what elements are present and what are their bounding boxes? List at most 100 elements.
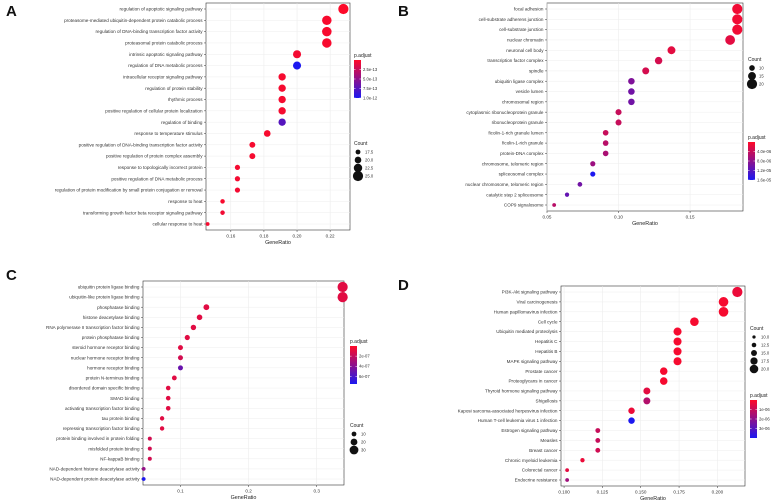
panel-label: D xyxy=(398,277,409,294)
size-legend-dot xyxy=(353,163,363,173)
data-point xyxy=(205,222,210,226)
size-legend-label: 17.5 xyxy=(761,359,770,364)
data-point xyxy=(732,24,743,35)
x-tick-label: 0.2 xyxy=(245,489,252,494)
plot-area xyxy=(560,285,746,487)
y-tick-label: ubiquitin protein ligase binding xyxy=(78,285,140,290)
y-tick-label: regulation of protein modification by sm… xyxy=(55,188,203,193)
y-tick-label: Viral carcinogenesis xyxy=(516,299,558,304)
data-point xyxy=(659,377,668,385)
data-point xyxy=(147,436,152,441)
color-legend-label: 1.6e-05 xyxy=(757,177,772,182)
data-point xyxy=(673,337,682,346)
data-point xyxy=(628,98,635,106)
y-tick-label: Endocrine resistance xyxy=(515,478,558,483)
x-axis-title: GeneRatio xyxy=(265,240,291,246)
data-point xyxy=(628,77,635,85)
data-point xyxy=(184,334,190,341)
data-point xyxy=(234,176,241,182)
color-legend-label: 1e-06 xyxy=(759,407,770,412)
data-point xyxy=(165,385,171,391)
size-legend-label: 30 xyxy=(361,448,366,453)
x-tick-label: 0.20 xyxy=(293,234,302,239)
size-legend-dot xyxy=(749,364,759,374)
data-point xyxy=(141,477,146,481)
data-point xyxy=(147,446,152,451)
data-point xyxy=(159,426,165,431)
data-point xyxy=(278,107,286,115)
y-tick-label: proteasomal protein catabolic process xyxy=(125,41,203,46)
size-legend-label: 10.0 xyxy=(761,335,770,340)
data-point xyxy=(673,327,682,336)
y-tick-label: rhythmic process xyxy=(168,97,203,102)
color-legend-label: 4.0e-06 xyxy=(757,149,772,154)
data-point xyxy=(725,35,735,45)
y-tick-label: positive regulation of DNA-binding trans… xyxy=(79,142,204,147)
x-tick-label: 0.18 xyxy=(259,234,268,239)
size-legend: Count 10.0 12.5 15.0 17.5 20.0 xyxy=(749,326,770,374)
y-tick-label: histone deacetylase binding xyxy=(83,315,140,320)
color-legend-title: p.adjust xyxy=(748,135,766,141)
y-tick-label: Hepatitis C xyxy=(535,339,558,344)
size-legend-title: Count xyxy=(354,141,368,147)
data-point xyxy=(718,297,729,307)
y-tick-label: NAD-dependent protein deacetylase activi… xyxy=(50,477,140,482)
data-point xyxy=(278,118,286,126)
y-tick-label: ubiquitin-like protein ligase binding xyxy=(69,295,140,300)
y-tick-label: Human papillomavirus infection xyxy=(494,309,558,314)
data-point xyxy=(249,141,256,148)
color-legend-label: 2e-07 xyxy=(359,354,370,359)
data-point xyxy=(564,192,570,197)
x-tick-label: 0.15 xyxy=(686,215,695,220)
data-point xyxy=(278,95,286,104)
y-tick-label: regulation of apoptotic signaling pathwa… xyxy=(120,7,204,12)
y-tick-label: Kaposi sarcoma-associated herpesvirus in… xyxy=(458,408,558,413)
data-point xyxy=(337,292,348,303)
y-tick-label: intracellular receptor signaling pathway xyxy=(123,74,203,79)
size-legend-label: 22.5 xyxy=(365,166,374,171)
y-tick-label: regulation of binding xyxy=(161,120,203,125)
data-point xyxy=(654,56,663,65)
x-tick-label: 0.16 xyxy=(226,234,235,239)
y-tick-label: nuclear chromatin xyxy=(507,38,544,43)
data-point xyxy=(249,153,256,160)
size-legend: Count 10 20 30 xyxy=(349,423,366,455)
x-axis-title: GeneRatio xyxy=(640,496,666,500)
data-point xyxy=(602,129,609,136)
y-tick-label: Ubiquitin mediated proteolysis xyxy=(496,329,558,334)
x-tick-label: 0.175 xyxy=(673,490,685,495)
y-tick-label: spliceosomal complex xyxy=(499,172,545,177)
data-point xyxy=(293,50,302,59)
y-tick-label: proteasome-mediated ubiquitin-dependent … xyxy=(64,18,203,23)
data-point xyxy=(580,458,585,463)
y-tick-label: nuclear chromosome, telomeric region xyxy=(465,182,544,187)
data-point xyxy=(322,38,332,48)
y-tick-label: Thyroid hormone signaling pathway xyxy=(485,389,558,394)
y-tick-label: Hepatitis B xyxy=(535,349,557,354)
y-tick-label: hormone receptor binding xyxy=(87,365,140,370)
color-bar xyxy=(354,60,361,98)
x-axis-title: GeneRatio xyxy=(632,221,658,227)
data-point xyxy=(203,304,210,311)
data-point xyxy=(293,61,302,70)
size-legend-dot xyxy=(354,156,362,164)
y-tick-label: chromosome, telomeric region xyxy=(482,161,544,166)
data-point xyxy=(220,210,225,215)
data-point xyxy=(220,199,225,204)
y-tick-label: protein-DNA complex xyxy=(500,151,544,156)
y-tick-label: phosphatase binding xyxy=(97,305,140,310)
data-point xyxy=(595,447,601,453)
data-point xyxy=(278,84,286,92)
size-legend-dot xyxy=(751,350,757,356)
color-legend-label: 3e-06 xyxy=(759,426,770,431)
data-point xyxy=(552,203,557,207)
data-point xyxy=(177,345,183,351)
data-point xyxy=(338,3,349,15)
y-tick-label: ribonucleoprotein granule xyxy=(492,120,544,125)
data-point xyxy=(732,3,743,15)
size-legend-label: 12.5 xyxy=(761,343,770,348)
data-point xyxy=(643,397,651,405)
plot-area xyxy=(546,2,744,212)
size-legend-dot xyxy=(750,357,758,365)
